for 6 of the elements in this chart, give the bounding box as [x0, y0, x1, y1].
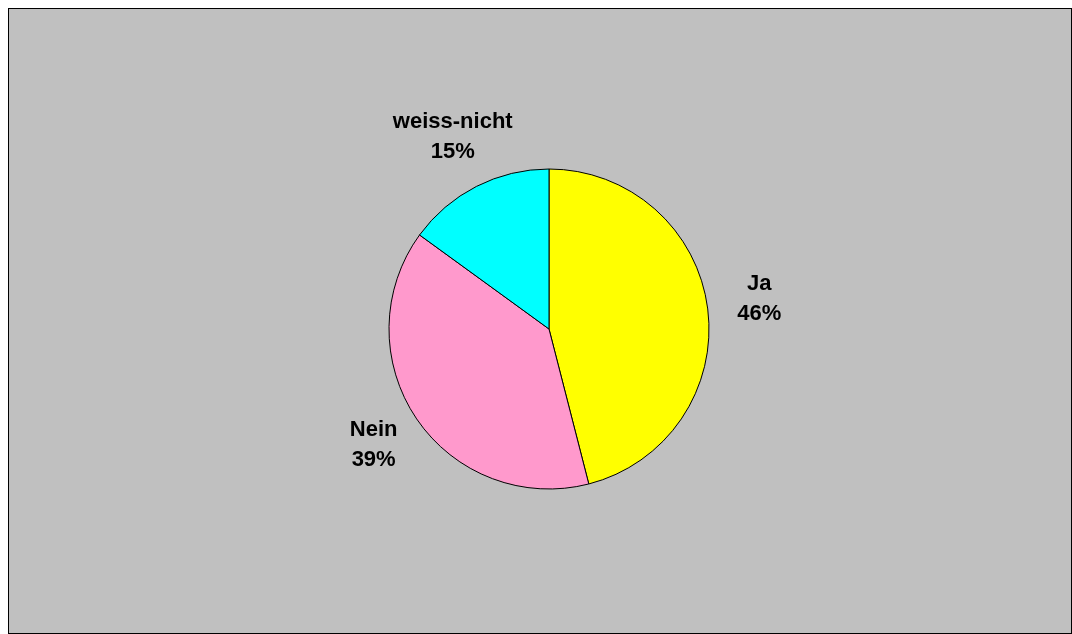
- data-label: 46%: [737, 300, 782, 326]
- slice-label: Nein: [349, 416, 398, 442]
- slice-label: Ja: [747, 270, 773, 296]
- slice-label: weiss-nicht: [391, 108, 514, 134]
- data-label: 39%: [351, 446, 396, 472]
- data-label: 15%: [430, 138, 475, 164]
